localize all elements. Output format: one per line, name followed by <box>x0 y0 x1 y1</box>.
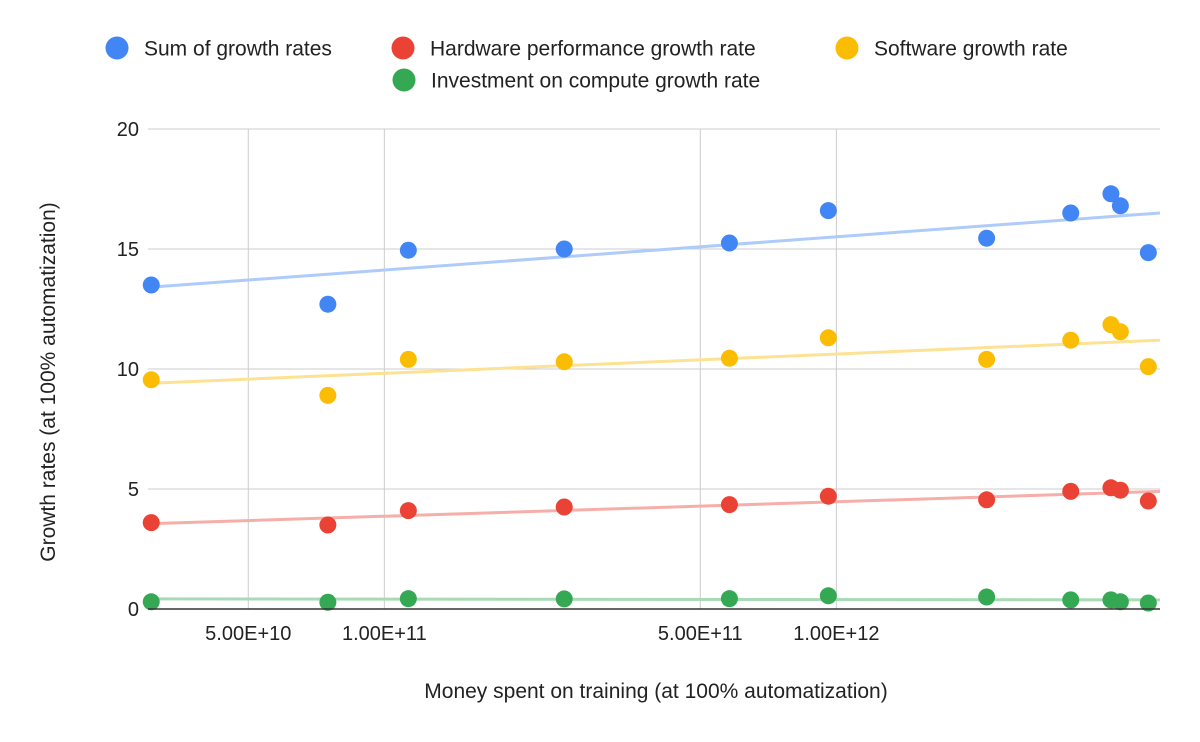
point-sum-of-growth-rates <box>1062 204 1080 222</box>
point-sum-of-growth-rates <box>142 276 160 294</box>
point-sum-of-growth-rates <box>978 229 996 247</box>
point-software-growth-rate <box>1139 358 1157 376</box>
point-hardware-performance-growth-rate <box>720 496 738 514</box>
trendline-investment-on-compute-growth-rate <box>147 597 1161 602</box>
x-tick-label: 1.00E+12 <box>793 623 879 645</box>
y-tick-label: 15 <box>117 239 139 261</box>
point-software-growth-rate <box>978 350 996 368</box>
axis-layer: 0 5 10 15 20 5.00E+10 1.00E+11 5.00E+11 1.00E+12 <box>117 119 1160 645</box>
point-sum-of-growth-rates <box>399 241 417 259</box>
point-software-growth-rate <box>1062 331 1080 349</box>
point-hardware-performance-growth-rate <box>819 487 837 505</box>
x-tick-label: 5.00E+11 <box>658 623 743 645</box>
trendline-software-growth-rate <box>147 338 1161 385</box>
point-investment-on-compute-growth-rate <box>1139 594 1157 612</box>
y-axis-title: Growth rates (at 100% automatization) <box>37 202 60 562</box>
point-investment-on-compute-growth-rate <box>319 593 337 611</box>
point-sum-of-growth-rates <box>1139 244 1157 262</box>
point-software-growth-rate <box>555 353 573 371</box>
trendline-layer <box>147 211 1161 602</box>
point-hardware-performance-growth-rate <box>399 502 417 520</box>
trendline-sum-of-growth-rates <box>147 211 1161 289</box>
point-hardware-performance-growth-rate <box>555 498 573 516</box>
point-sum-of-growth-rates <box>555 240 573 258</box>
point-investment-on-compute-growth-rate <box>978 588 996 606</box>
legend-marker-hardware-performance-growth-rate <box>391 36 415 60</box>
legend-marker-investment-on-compute-growth-rate <box>392 68 416 92</box>
point-sum-of-growth-rates <box>1102 185 1120 203</box>
point-hardware-performance-growth-rate <box>1111 481 1129 499</box>
legend-label-investment-on-compute-growth-rate: Investment on compute growth rate <box>431 70 760 93</box>
point-investment-on-compute-growth-rate <box>555 590 573 608</box>
point-investment-on-compute-growth-rate <box>720 590 738 608</box>
point-sum-of-growth-rates <box>819 202 837 220</box>
point-sum-of-growth-rates <box>720 234 738 252</box>
grid-layer <box>148 128 1160 609</box>
point-software-growth-rate <box>142 371 160 389</box>
point-investment-on-compute-growth-rate <box>1111 593 1129 611</box>
y-tick-label: 20 <box>117 119 139 141</box>
legend-marker-software-growth-rate <box>835 36 859 60</box>
legend-label-sum-of-growth-rates: Sum of growth rates <box>144 38 332 61</box>
point-software-growth-rate <box>399 350 417 368</box>
point-investment-on-compute-growth-rate <box>1062 591 1080 609</box>
legend: Sum of growth rates Hardware performance … <box>105 36 1068 93</box>
point-sum-of-growth-rates <box>319 295 337 313</box>
y-tick-label: 5 <box>128 479 139 501</box>
point-hardware-performance-growth-rate <box>1139 492 1157 510</box>
trendline-hardware-performance-growth-rate <box>147 489 1161 526</box>
legend-label-hardware-performance-growth-rate: Hardware performance growth rate <box>430 38 756 61</box>
legend-label-software-growth-rate: Software growth rate <box>874 38 1068 61</box>
x-axis-title: Money spent on training (at 100% automat… <box>424 680 887 703</box>
x-tick-label: 1.00E+11 <box>342 623 427 645</box>
legend-marker-sum-of-growth-rates <box>105 36 129 60</box>
point-hardware-performance-growth-rate <box>1062 482 1080 500</box>
point-software-growth-rate <box>720 349 738 367</box>
point-hardware-performance-growth-rate <box>978 491 996 509</box>
point-hardware-performance-growth-rate <box>142 514 160 532</box>
y-tick-label: 0 <box>128 599 139 621</box>
x-tick-label: 5.00E+10 <box>205 623 291 645</box>
point-software-growth-rate <box>319 386 337 404</box>
point-investment-on-compute-growth-rate <box>399 590 417 608</box>
point-sum-of-growth-rates <box>1111 197 1129 215</box>
point-software-growth-rate <box>1111 323 1129 341</box>
point-software-growth-rate <box>819 329 837 347</box>
point-hardware-performance-growth-rate <box>319 516 337 534</box>
point-investment-on-compute-growth-rate <box>142 593 160 611</box>
points-layer <box>142 185 1157 612</box>
y-tick-label: 10 <box>117 359 139 381</box>
point-investment-on-compute-growth-rate <box>819 587 837 605</box>
